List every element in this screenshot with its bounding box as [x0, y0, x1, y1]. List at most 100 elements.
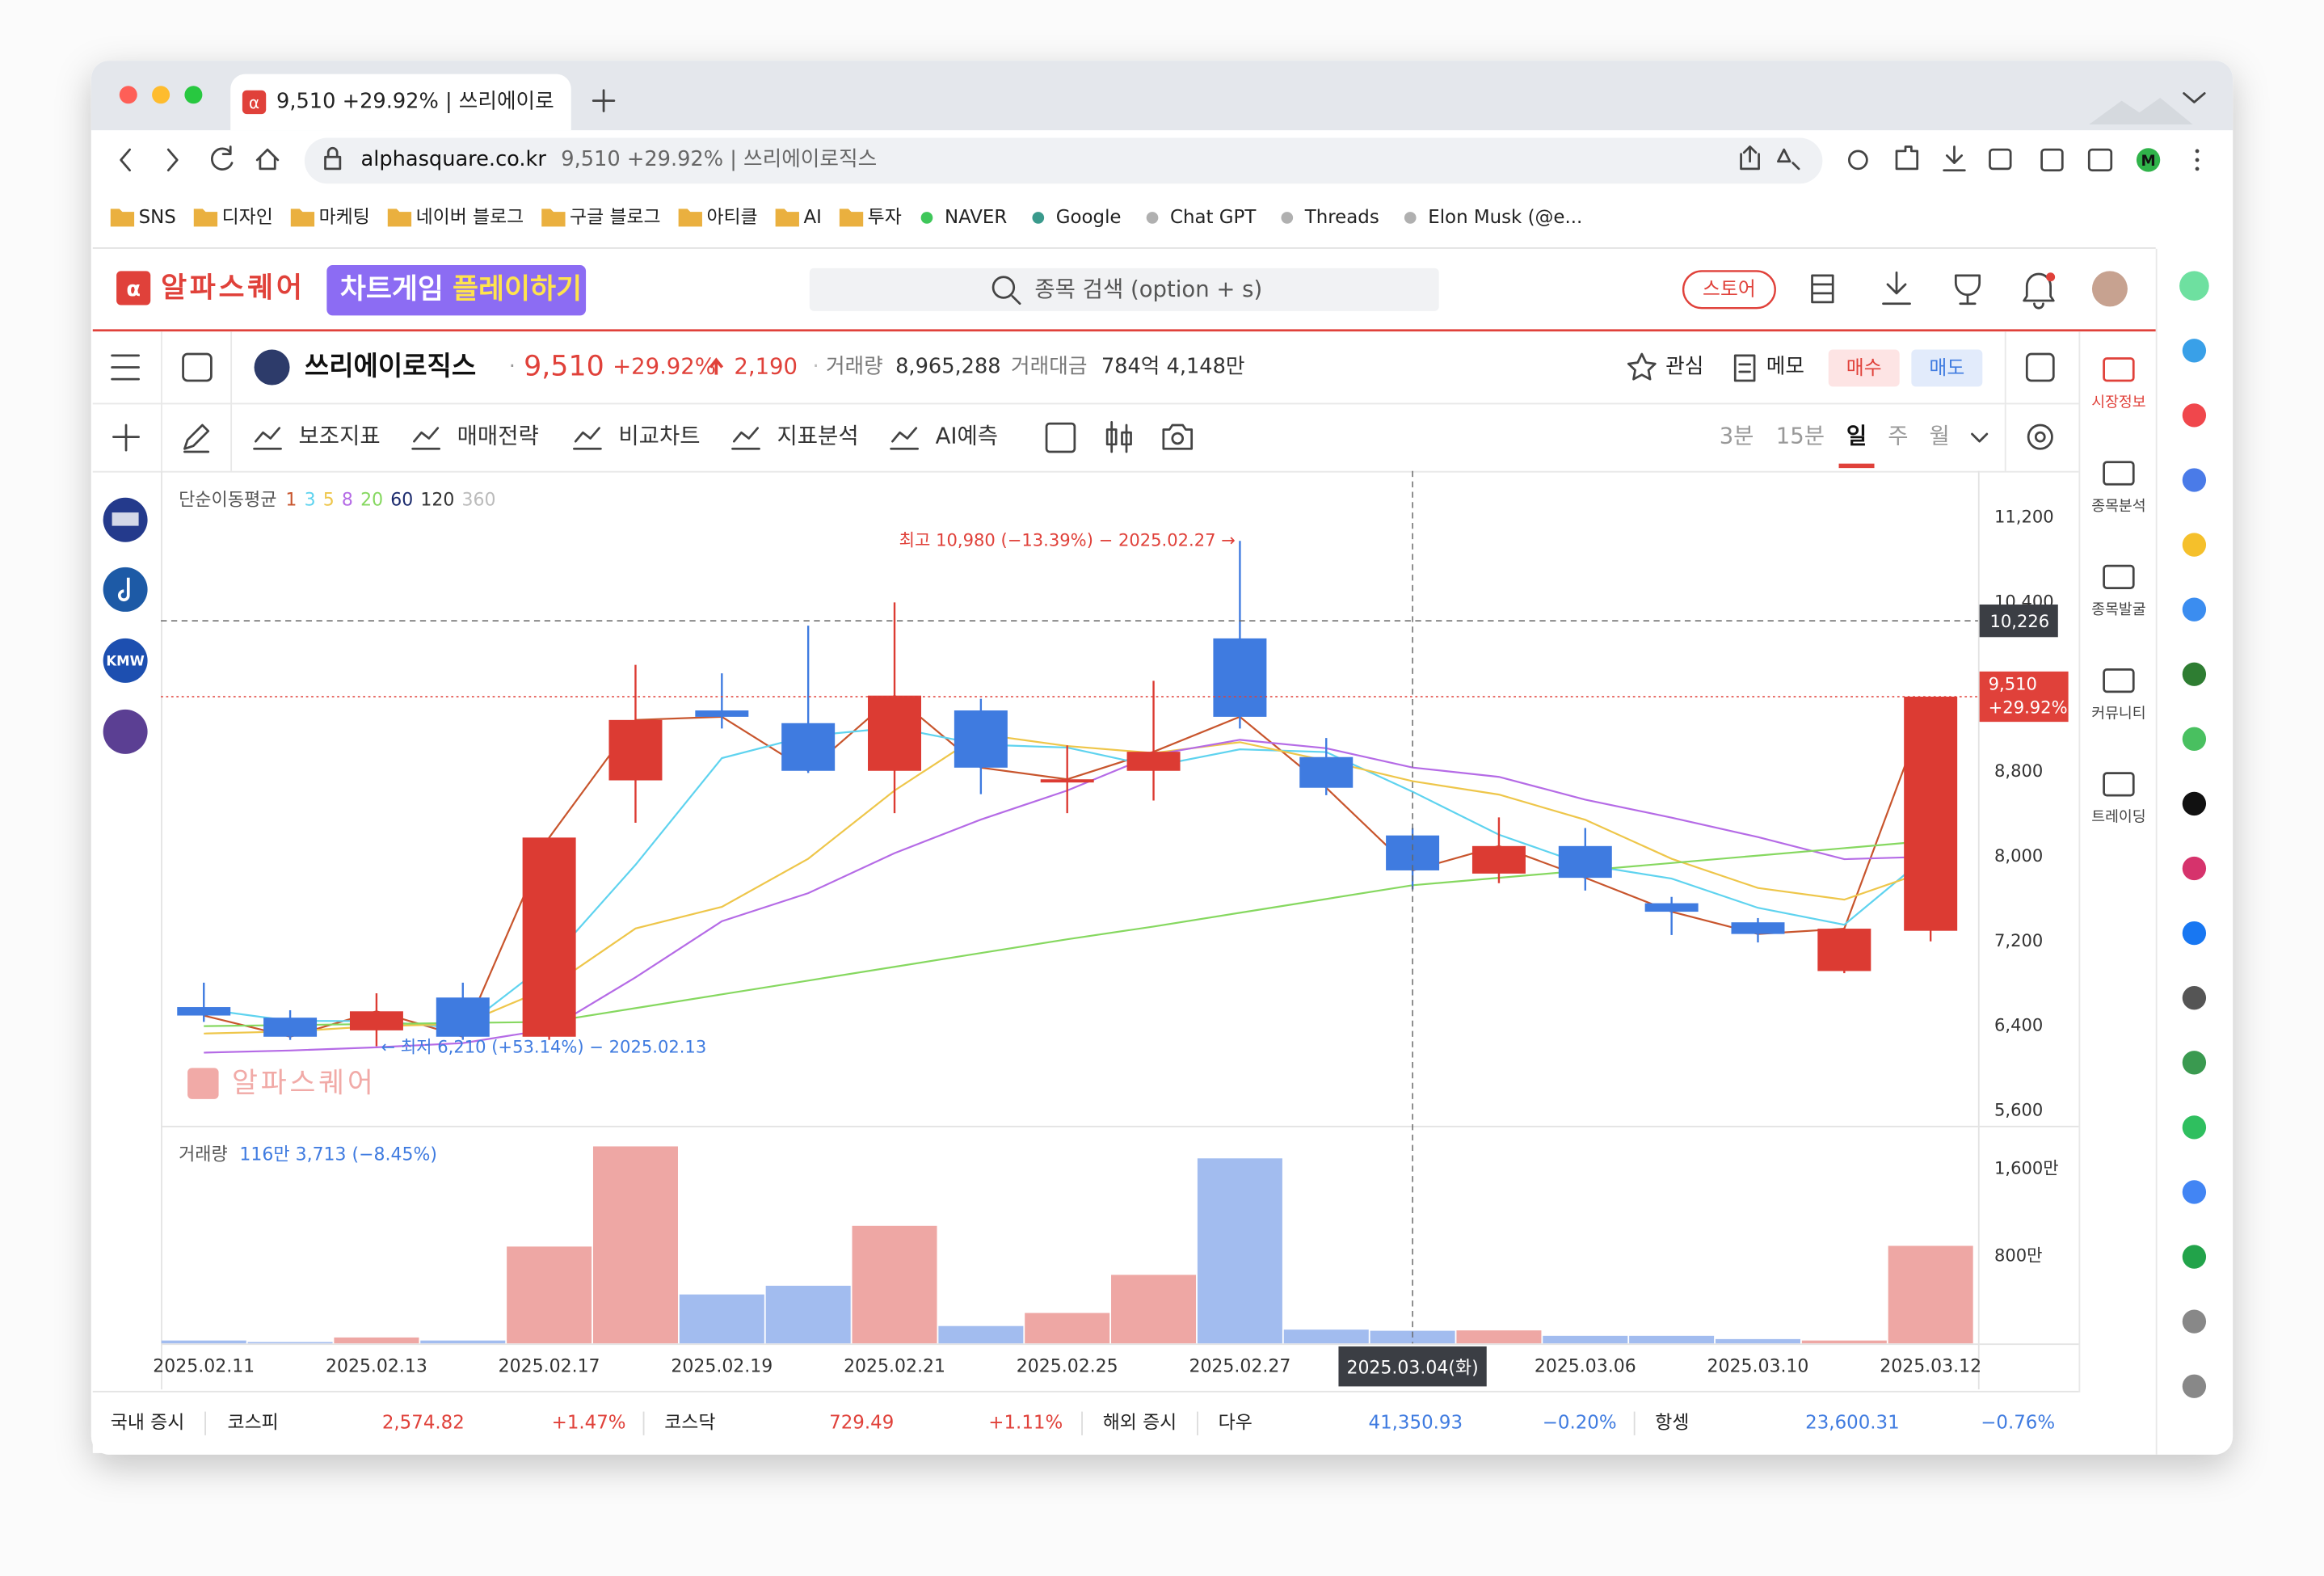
watch[interactable]: 관심: [1665, 355, 1703, 379]
tool[interactable]: 비교차트: [618, 423, 700, 449]
search-box[interactable]: [809, 268, 1439, 311]
extension-icon[interactable]: [2182, 921, 2207, 946]
close-button[interactable]: [119, 86, 137, 104]
side-menu-item[interactable]: 시장정보: [2091, 394, 2145, 411]
new-tab[interactable]: [592, 89, 616, 112]
side-menu-item[interactable]: 커뮤니티: [2091, 705, 2145, 722]
ma-legend-item[interactable]: 120: [420, 490, 454, 510]
extension-icon[interactable]: [2182, 339, 2207, 363]
extension-icon[interactable]: [2179, 271, 2209, 301]
box-tool[interactable]: [1045, 422, 1076, 453]
tool[interactable]: 매매전략: [457, 423, 539, 449]
sell-button[interactable]: [1911, 349, 1983, 387]
home[interactable]: [255, 148, 280, 171]
timeframe[interactable]: 일: [1846, 423, 1867, 449]
timeframe[interactable]: 주: [1888, 423, 1908, 449]
bookmark[interactable]: 투자: [868, 207, 902, 228]
ma-legend-item[interactable]: 20: [360, 490, 383, 510]
bookmark[interactable]: Google: [1056, 207, 1122, 228]
bookmark[interactable]: Elon Musk (@e...: [1428, 207, 1582, 228]
memo[interactable]: 메모: [1766, 355, 1804, 379]
banner[interactable]: [326, 265, 587, 316]
banner-text[interactable]: 차트게임: [340, 273, 444, 306]
tool[interactable]: 보조지표: [299, 423, 381, 449]
extension-icon[interactable]: [2182, 1309, 2207, 1334]
bookmark[interactable]: SNS: [139, 207, 176, 228]
draw[interactable]: [183, 423, 210, 453]
extension-icon[interactable]: [2182, 1115, 2207, 1140]
extension-icon[interactable]: [2182, 1245, 2207, 1269]
reload[interactable]: [210, 145, 234, 171]
settings[interactable]: [2027, 423, 2053, 450]
extension-icon[interactable]: [2182, 1180, 2207, 1204]
extension-icon[interactable]: [2182, 662, 2207, 686]
extension-icon[interactable]: [2182, 403, 2207, 428]
tab-title[interactable]: 9,510 +29.92% | 쓰리에이로: [276, 89, 554, 113]
index-name[interactable]: 코스피: [228, 1413, 279, 1434]
store[interactable]: 스토어: [1703, 278, 1756, 301]
sell[interactable]: 매도: [1929, 356, 1964, 379]
timeframe[interactable]: 15분: [1776, 423, 1825, 449]
ma-legend-item[interactable]: 5: [323, 490, 335, 510]
watchlist-badge[interactable]: KMW: [106, 654, 144, 669]
extension-icon[interactable]: [2182, 856, 2207, 881]
bookmark[interactable]: 네이버 블로그: [416, 207, 524, 228]
bookmark[interactable]: Chat GPT: [1170, 207, 1257, 228]
extension-icon[interactable]: [2182, 533, 2207, 557]
index-name[interactable]: 코스닥: [664, 1413, 715, 1434]
active-tab[interactable]: [230, 74, 571, 131]
add[interactable]: [112, 423, 140, 452]
ma-legend-item[interactable]: 360: [462, 490, 496, 510]
tool[interactable]: AI예측: [936, 423, 998, 449]
index-name[interactable]: 항셍: [1655, 1413, 1689, 1434]
index-change: +1.47%: [552, 1413, 626, 1434]
timeframe-more[interactable]: [1971, 432, 1989, 443]
store-button[interactable]: [1682, 270, 1776, 310]
bookmark[interactable]: AI: [803, 207, 821, 228]
index-name[interactable]: 다우: [1219, 1413, 1253, 1434]
tab-strip-art: [2089, 97, 2193, 124]
tool[interactable]: 지표분석: [777, 423, 858, 449]
timeframe[interactable]: 월: [1930, 423, 1950, 449]
buy[interactable]: 매수: [1846, 356, 1882, 379]
extension-icon[interactable]: [2182, 986, 2207, 1010]
bookmark[interactable]: 마케팅: [319, 207, 370, 228]
side-menu-item[interactable]: 종목분석: [2091, 498, 2145, 515]
url-domain[interactable]: alphasquare.co.kr: [361, 147, 547, 171]
bookmark[interactable]: NAVER: [945, 207, 1007, 228]
extension-icon[interactable]: [2182, 791, 2207, 816]
candle-tool[interactable]: [1105, 420, 1132, 453]
ma-legend-item[interactable]: 3: [305, 490, 316, 510]
forward[interactable]: [166, 148, 179, 172]
menu[interactable]: [111, 354, 140, 381]
extension-icon[interactable]: [2182, 1374, 2207, 1398]
logo[interactable]: 알파스퀘어: [161, 272, 305, 304]
timeframe[interactable]: 3분: [1720, 423, 1754, 449]
buy-button[interactable]: [1828, 349, 1900, 387]
url-title[interactable]: 9,510 +29.92% | 쓰리에이로직스: [561, 147, 877, 171]
back[interactable]: [120, 148, 131, 172]
side-menu-item[interactable]: 트레이딩: [2091, 809, 2145, 826]
bookmark[interactable]: 아티클: [706, 207, 757, 228]
extension-icon[interactable]: [2182, 468, 2207, 492]
ma-legend-item[interactable]: 1: [285, 490, 297, 510]
search-placeholder[interactable]: 종목 검색 (option + s): [1034, 276, 1262, 302]
bookmark[interactable]: Threads: [1304, 207, 1379, 228]
extension-icon[interactable]: [2182, 1051, 2207, 1075]
camera[interactable]: [1162, 423, 1194, 450]
ma-legend-item[interactable]: 8: [342, 490, 353, 510]
profile-initial[interactable]: M: [2141, 153, 2155, 170]
zoom-button[interactable]: [184, 86, 203, 104]
layout-toggle[interactable]: [2025, 352, 2055, 382]
minimize-button[interactable]: [152, 86, 171, 104]
side-menu-item[interactable]: 종목발굴: [2091, 601, 2145, 618]
extension-icon[interactable]: [2182, 597, 2207, 622]
tab-menu[interactable]: [2183, 92, 2206, 103]
extension-icon[interactable]: [2182, 727, 2207, 751]
panel-toggle[interactable]: [182, 352, 213, 382]
ma-legend-item[interactable]: 60: [390, 490, 413, 510]
banner-highlight[interactable]: 플레이하기: [453, 273, 582, 306]
address-bar[interactable]: [304, 137, 1823, 184]
bookmark[interactable]: 디자인: [222, 207, 273, 228]
bookmark[interactable]: 구글 블로그: [570, 207, 661, 228]
